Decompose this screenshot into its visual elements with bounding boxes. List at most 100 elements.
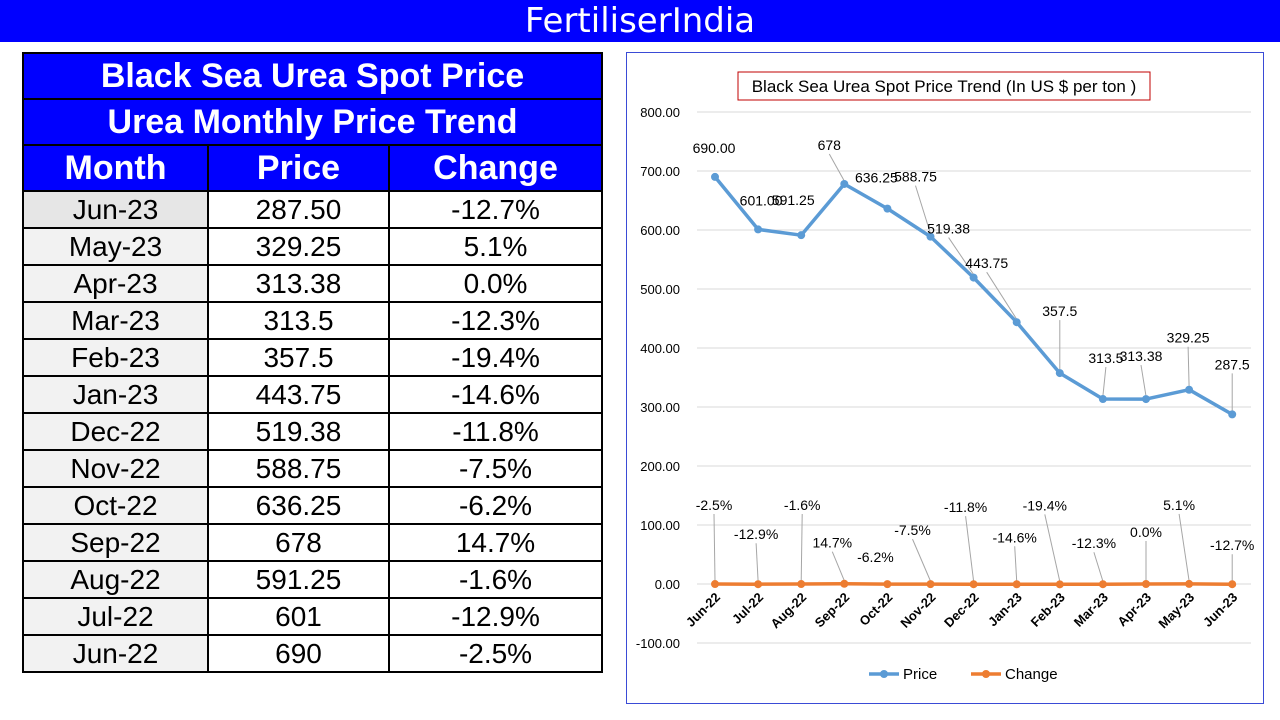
change-cell: -12.3% <box>387 301 604 340</box>
data-point <box>840 579 849 588</box>
month-cell: May-23 <box>22 227 209 266</box>
data-label: 690.00 <box>693 140 736 156</box>
table-row: Jun-22 690 -2.5% <box>22 634 604 673</box>
data-label: 313.5 <box>1088 350 1123 366</box>
change-cell: -7.5% <box>387 449 604 488</box>
data-point <box>1228 580 1237 589</box>
x-axis-ticks: Jun-22 Jul-22 Aug-22 Sep-22 Oct-22 Nov-22 Dec-… <box>683 590 1240 632</box>
price-cell: 588.75 <box>207 449 390 488</box>
banner-title: FertiliserIndia <box>0 0 1280 42</box>
y-tick-label: 0.00 <box>655 577 680 592</box>
change-cell: 14.7% <box>387 523 604 562</box>
price-cell: 678 <box>207 523 390 562</box>
leader-line <box>831 551 845 581</box>
change-cell: -11.8% <box>387 412 604 451</box>
price-cell: 313.38 <box>207 264 390 303</box>
y-tick-label: 800.00 <box>640 105 680 120</box>
month-cell: Nov-22 <box>22 449 209 488</box>
table-row: Oct-22 636.25 -6.2% <box>22 486 604 525</box>
data-point <box>797 231 806 240</box>
data-point <box>969 273 978 282</box>
x-tick-label: Jan-23 <box>985 590 1025 630</box>
price-cell: 519.38 <box>207 412 390 451</box>
column-header-change: Change <box>387 144 604 192</box>
change-cell: -19.4% <box>387 338 604 377</box>
data-label: 329.25 <box>1167 330 1210 346</box>
month-cell: Jun-23 <box>22 190 209 229</box>
table-row: Mar-23 313.5 -12.3% <box>22 301 604 340</box>
data-point <box>1055 369 1064 378</box>
legend-marker <box>880 670 888 678</box>
label-leader-lines <box>713 153 1233 582</box>
x-tick-label: May-23 <box>1155 590 1197 632</box>
leader-line <box>986 271 1018 320</box>
y-tick-label: 700.00 <box>640 164 680 179</box>
data-label: -12.3% <box>1072 535 1116 551</box>
chart-panel: Black Sea Urea Spot Price Trend (In US $… <box>626 52 1264 704</box>
data-label: -12.7% <box>1210 537 1254 553</box>
data-point <box>1055 580 1064 589</box>
price-cell: 601 <box>207 597 390 636</box>
column-header-month: Month <box>22 144 209 192</box>
x-tick-label: Feb-23 <box>1028 590 1068 630</box>
price-cell: 357.5 <box>207 338 390 377</box>
table-row: Jun-23 287.50 -12.7% <box>22 190 604 229</box>
line-chart: Black Sea Urea Spot Price Trend (In US $… <box>636 71 1255 683</box>
leader-line <box>1014 546 1018 582</box>
change-cell: -12.7% <box>387 190 604 229</box>
leader-line <box>1187 346 1190 387</box>
data-point <box>1185 385 1194 394</box>
data-point <box>1098 395 1107 404</box>
y-tick-label: 400.00 <box>640 341 680 356</box>
leader-line <box>1140 365 1147 397</box>
table-row: Nov-22 588.75 -7.5% <box>22 449 604 488</box>
leader-line <box>948 237 975 275</box>
price-cell: 591.25 <box>207 560 390 599</box>
y-tick-label: 100.00 <box>640 518 680 533</box>
data-label: 601.00 <box>740 192 783 208</box>
change-cell: 0.0% <box>387 264 604 303</box>
x-tick-label: Oct-22 <box>856 590 895 629</box>
x-tick-label: Dec-22 <box>941 590 982 631</box>
price-cell: 443.75 <box>207 375 390 414</box>
month-cell: Feb-23 <box>22 338 209 377</box>
data-label: -14.6% <box>993 529 1037 545</box>
data-point <box>754 225 763 234</box>
data-point <box>711 172 719 181</box>
data-point <box>754 580 763 589</box>
change-cell: -1.6% <box>387 560 604 599</box>
chart-title-box <box>737 71 1151 101</box>
leader-line <box>912 538 931 582</box>
data-point <box>1098 580 1107 589</box>
month-cell: Jan-23 <box>22 375 209 414</box>
table-row: Jan-23 443.75 -14.6% <box>22 375 604 414</box>
data-point <box>969 580 978 589</box>
data-label: 678 <box>818 137 842 153</box>
leader-line <box>1093 552 1104 582</box>
leader-line <box>713 514 716 582</box>
data-point <box>1142 580 1150 588</box>
month-cell: Apr-23 <box>22 264 209 303</box>
data-label: 357.5 <box>1042 303 1077 319</box>
price-cell: 329.25 <box>207 227 390 266</box>
table-title: Black Sea Urea Spot Price <box>21 52 604 100</box>
data-point <box>797 580 806 589</box>
series-line-price <box>713 175 1234 416</box>
legend-marker <box>982 670 990 678</box>
change-cell: -12.9% <box>387 597 604 636</box>
data-point <box>1012 318 1021 327</box>
table-row: Aug-22 591.25 -1.6% <box>22 560 604 599</box>
month-cell: Jun-22 <box>22 634 209 673</box>
x-tick-label: Jun-22 <box>683 590 723 630</box>
x-tick-label: Jun-23 <box>1200 590 1240 630</box>
month-cell: Oct-22 <box>22 486 209 525</box>
price-table: Black Sea Urea Spot Price Urea Monthly P… <box>21 52 604 673</box>
leader-line <box>965 516 975 582</box>
series-points <box>711 172 1237 589</box>
data-label: -1.6% <box>784 497 821 513</box>
price-cell: 313.5 <box>207 301 390 340</box>
y-tick-label: -100.00 <box>636 636 680 651</box>
change-cell: -6.2% <box>387 486 604 525</box>
data-label: 313.38 <box>1120 348 1163 364</box>
